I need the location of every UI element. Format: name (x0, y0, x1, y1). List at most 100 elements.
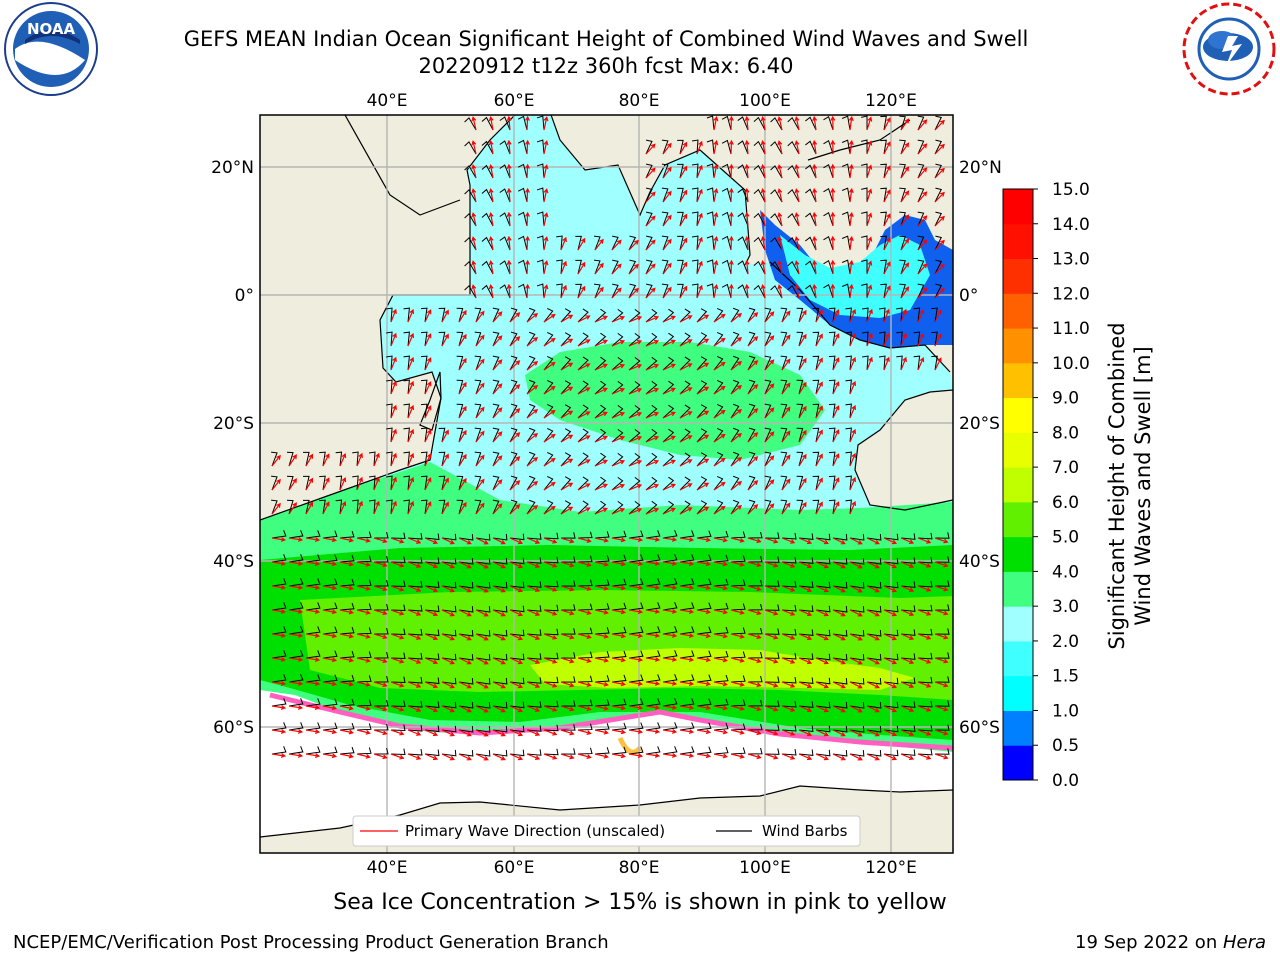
wind-barb (696, 674, 712, 683)
wind-barb (917, 676, 933, 684)
wave-direction-arrow (934, 585, 949, 592)
wave-direction-arrow (288, 561, 304, 566)
wave-direction-arrow (832, 681, 846, 689)
wind-barb (730, 603, 746, 611)
wind-barb (828, 451, 836, 467)
wave-direction-arrow (662, 411, 676, 419)
wind-barb (492, 379, 500, 395)
coastlines (260, 115, 953, 838)
wind-barb (861, 283, 868, 299)
wind-barb (517, 235, 528, 251)
wind-barb (492, 533, 508, 541)
sea-ice-note: Sea Ice Concentration > 15% is shown in … (333, 890, 947, 915)
wind-barb (509, 677, 525, 685)
wave-direction-arrow (760, 139, 766, 155)
wind-barb (386, 403, 393, 419)
wave-direction-arrow (777, 236, 783, 251)
wind-barb (805, 260, 817, 275)
wave-direction-arrow (560, 314, 574, 323)
wave-direction-arrow (696, 386, 710, 395)
wave-direction-arrow (492, 633, 506, 641)
wave-direction-arrow (849, 561, 863, 569)
wind-barb (866, 605, 882, 613)
wind-barb (481, 188, 494, 203)
wave-direction-arrow (509, 456, 521, 467)
wind-barb (866, 677, 882, 685)
wind-barb (878, 355, 886, 371)
wave-direction-arrow (611, 537, 626, 543)
wave-direction-arrow (645, 435, 660, 443)
wind-barb (492, 475, 500, 491)
wave-direction-arrow (356, 729, 371, 735)
wave-direction-arrow (577, 657, 592, 663)
wave-direction-arrow (645, 507, 660, 515)
wind-barb (696, 380, 708, 395)
wave-direction-arrow (781, 585, 796, 592)
wave-direction-arrow (506, 115, 512, 131)
wind-barb (900, 533, 916, 540)
wind-barb (764, 403, 772, 419)
wave-direction-arrow (356, 476, 363, 491)
wave-direction-arrow (560, 236, 567, 251)
wave-direction-arrow (471, 164, 477, 179)
wave-direction-arrow (506, 211, 512, 227)
wind-barb (917, 139, 925, 155)
central-swell-region (525, 342, 825, 460)
wave-direction-arrow (543, 537, 558, 544)
wind-barb (849, 750, 865, 757)
wind-barb (679, 332, 691, 347)
wave-direction-arrow (492, 479, 503, 491)
wave-direction-arrow (764, 407, 775, 419)
wind-barb (721, 139, 732, 155)
wave-direction-arrow (288, 454, 297, 467)
wind-barb (764, 676, 780, 683)
colorbar-tick-label: 5.0 (1052, 528, 1079, 548)
wind-barb (713, 530, 729, 539)
wind-barb (499, 188, 511, 203)
wave-direction-arrow (475, 406, 485, 419)
wave-direction-arrow (322, 537, 338, 543)
wind-barb (526, 749, 542, 756)
colorbar-tick-label: 4.0 (1052, 562, 1079, 582)
wave-direction-arrow (322, 657, 338, 663)
wind-barb (339, 602, 355, 611)
wave-direction-arrows (271, 115, 949, 761)
wind-barb (492, 355, 500, 371)
wave-direction-arrow (577, 753, 592, 759)
wind-barb (706, 259, 715, 275)
wind-barb (352, 499, 359, 515)
wind-barb (764, 379, 772, 395)
wave-direction-arrow (917, 356, 925, 371)
map-frame (259, 114, 954, 854)
wind-barb (441, 749, 457, 757)
wind-barb (373, 579, 389, 587)
wave-direction-arrow (356, 753, 371, 759)
wave-direction-arrow (305, 705, 321, 710)
wave-direction-arrow (458, 537, 472, 545)
wave-direction-arrow (611, 681, 626, 687)
wave-direction-arrow (747, 537, 762, 544)
wave-direction-arrow (577, 435, 591, 443)
wind-barb (899, 187, 906, 203)
wind-barb (645, 554, 661, 563)
wind-barb (543, 308, 554, 323)
wave-direction-arrow (781, 729, 796, 736)
wind-barb (322, 602, 338, 611)
wind-barb (787, 188, 800, 203)
wind-barb (526, 331, 536, 347)
wind-barb (356, 603, 372, 611)
wind-barb (696, 404, 708, 419)
wind-barb (753, 188, 766, 203)
wave-direction-arrow (645, 657, 661, 662)
colorbar-swatch (1003, 501, 1033, 538)
wave-direction-arrow (917, 657, 932, 664)
chart-title: GEFS MEAN Indian Ocean Significant Heigh… (183, 27, 1029, 51)
wave-direction-arrow (696, 681, 712, 687)
wave-direction-arrow (645, 339, 660, 347)
wave-direction-arrow (747, 609, 762, 616)
wave-direction-arrow (305, 681, 321, 686)
wind-barb (407, 677, 423, 684)
wind-barb (866, 581, 882, 589)
peak-wave-region (530, 648, 915, 690)
wind-barb (706, 211, 715, 227)
